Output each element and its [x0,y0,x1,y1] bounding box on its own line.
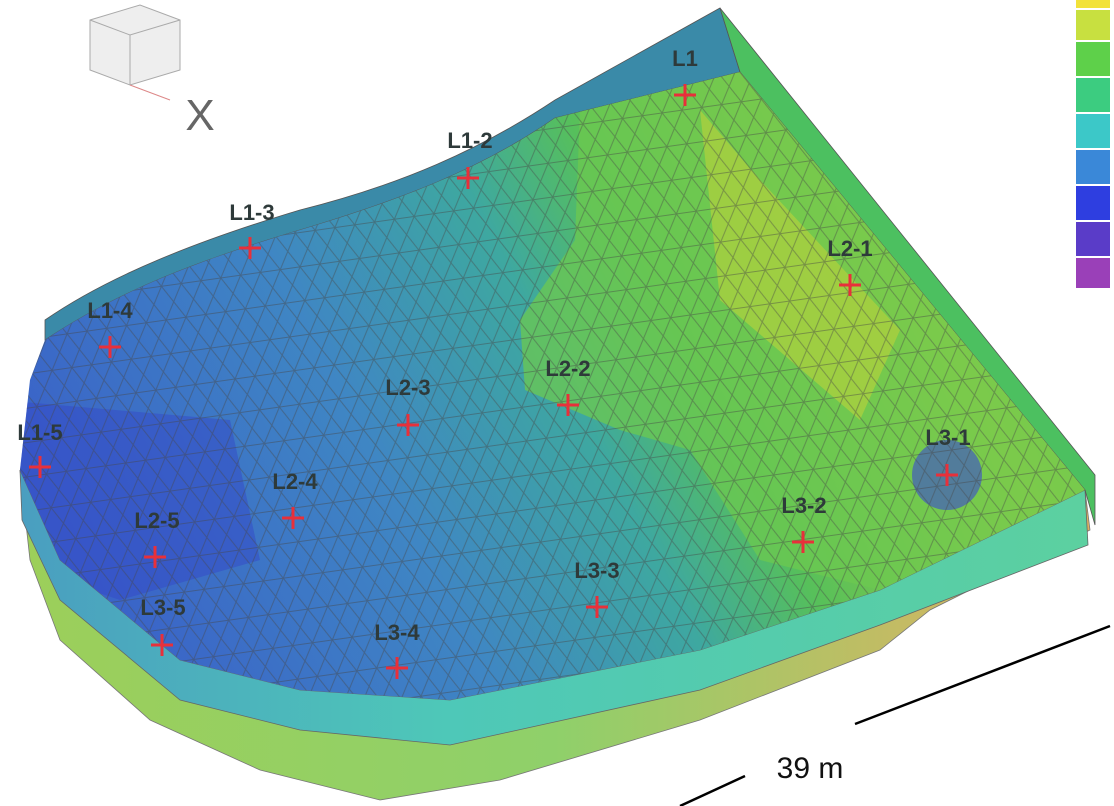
scale-label: 39 m [777,752,844,785]
model [0,0,1114,806]
orientation-cube [90,5,180,100]
point-label: L2-5 [134,508,179,533]
point-label: L3-4 [374,620,420,645]
scene: X L1 L1-2 L1-3 L1-4 L1-5 L2-1 L2-2 L2-3 L2-4 L2-5… [0,0,1114,806]
point-label: L1 [672,46,698,71]
color-bar [1076,0,1110,288]
point-label: L3-5 [140,595,185,620]
point-label: L3-1 [925,425,970,450]
point-label: L2-1 [827,236,872,261]
point-label: L1-3 [229,200,274,225]
point-label: L1-4 [87,298,133,323]
point-label: L3-3 [574,558,619,583]
point-label: L2-3 [385,375,430,400]
point-label: L3-2 [781,493,826,518]
point-label: L2-4 [272,469,318,494]
page: {"axis_label": "X", "scale_label": "39 m… [0,0,1114,806]
axis-label: X [185,91,214,140]
point-label: L2-2 [545,356,590,381]
point-label: L1-5 [17,420,62,445]
point-label: L1-2 [447,128,492,153]
